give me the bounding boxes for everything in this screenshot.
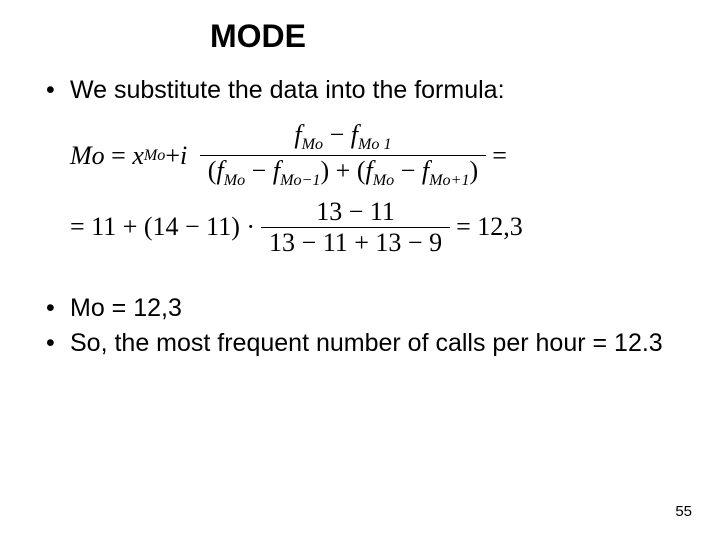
formula-frac2-num: 13 − 11 — [308, 197, 403, 226]
den-plus: + — [329, 156, 357, 185]
page-number: 55 — [675, 503, 692, 520]
formula-eq1: = — [105, 141, 133, 171]
formula-plus: + — [165, 141, 180, 171]
den-lminus: − — [245, 156, 273, 185]
formula-block: Mo = xMo + i fMo − fMo 1 (fMo − fMo−1) +… — [70, 120, 680, 257]
bullet-intro: We substitute the data into the formula: — [40, 75, 680, 106]
formula-line-2: = 11 + (14 − 11) · 13 − 11 13 − 11 + 13 … — [70, 197, 680, 257]
formula-line-1: Mo = xMo + i fMo − fMo 1 (fMo − fMo−1) +… — [70, 120, 680, 191]
formula-x: x — [132, 141, 144, 171]
formula-frac2: 13 − 11 13 − 11 + 13 − 9 — [261, 197, 450, 257]
den-rp1: ) — [320, 156, 329, 185]
formula-lhs: Mo — [70, 141, 105, 171]
f-num-left-sub: Mo — [302, 136, 323, 153]
formula-i: i — [180, 141, 187, 171]
formula-line2-suffix: = 12,3 — [456, 212, 523, 242]
den-rp2: ) — [470, 156, 479, 185]
f-num-right-sub: Mo 1 — [358, 136, 392, 153]
den-ra: f — [366, 156, 373, 185]
formula-frac1-num: fMo − fMo 1 — [286, 120, 399, 155]
slide: MODE We substitute the data into the for… — [0, 0, 720, 540]
formula-line2-prefix: = 11 + (14 − 11) · — [70, 212, 255, 242]
den-lb: f — [273, 156, 280, 185]
bullet-conclusion: So, the most frequent number of calls pe… — [40, 328, 680, 359]
den-lp2: ( — [357, 156, 366, 185]
den-ra-sub: Mo — [373, 173, 394, 190]
formula-frac1-den: (fMo − fMo−1) + (fMo − fMo+1) — [200, 156, 486, 191]
den-la: f — [216, 156, 223, 185]
slide-title: MODE — [210, 18, 680, 55]
den-rminus: − — [394, 156, 422, 185]
f-num-minus: − — [323, 120, 351, 149]
bullet-result: Mo = 12,3 — [40, 293, 680, 324]
formula-frac2-den: 13 − 11 + 13 − 9 — [261, 228, 450, 257]
den-lb-sub: Mo−1 — [280, 173, 320, 190]
den-la-sub: Mo — [224, 173, 245, 190]
f-num-right: f — [351, 120, 358, 149]
formula-x-sub: Mo — [144, 147, 165, 165]
f-num-left: f — [294, 120, 301, 149]
den-rb-sub: Mo+1 — [429, 173, 469, 190]
formula-trail-eq: = — [492, 141, 507, 171]
formula-frac1: fMo − fMo 1 (fMo − fMo−1) + (fMo − fMo+1… — [200, 120, 486, 191]
formula-space — [187, 141, 194, 171]
